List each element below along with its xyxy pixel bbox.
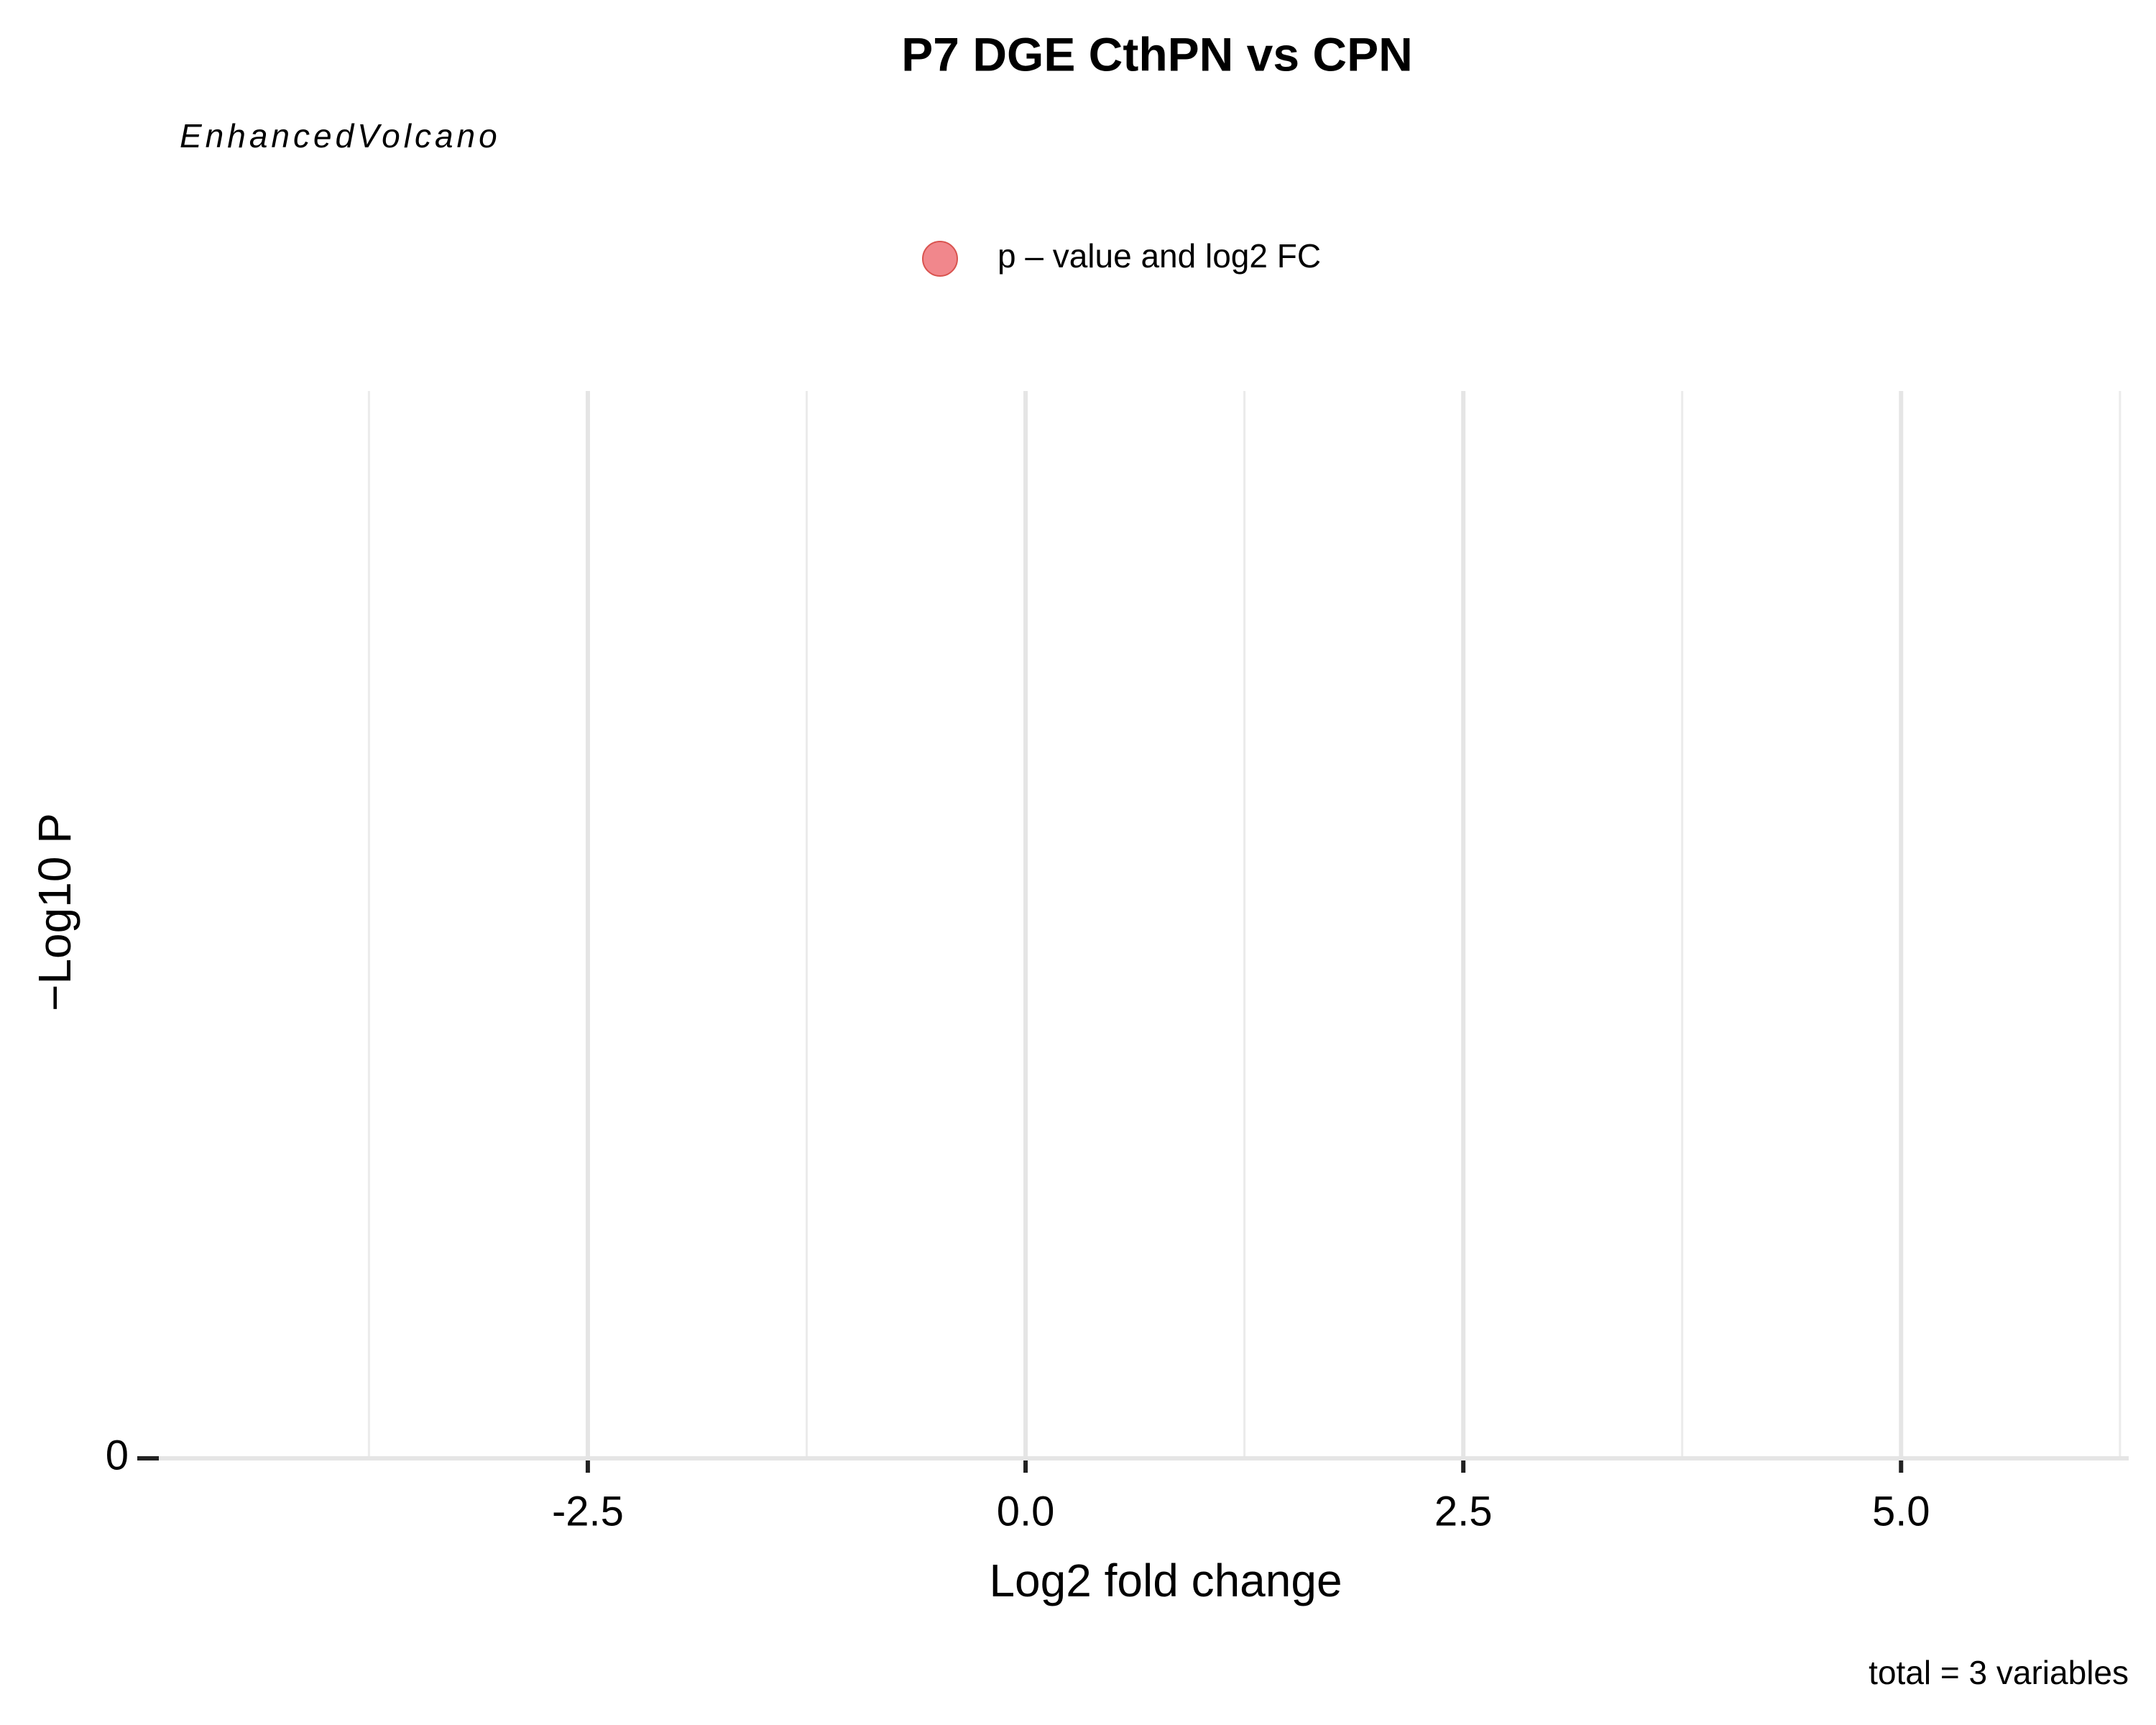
legend-label: p – value and log2 FC [998,237,1321,275]
x-tick-label: 5.0 [1872,1488,1930,1535]
caption: total = 3 variables [1869,1654,2129,1691]
y-tick-label: 0 [106,1432,129,1478]
chart-subtitle: EnhancedVolcano [180,117,501,155]
x-tick-label: -2.5 [552,1488,624,1535]
legend-marker [922,241,958,277]
x-tick-label: 2.5 [1434,1488,1493,1535]
chart-title: P7 DGE CthPN vs CPN [901,27,1413,80]
y-axis-title: −Log10 P [29,813,80,1011]
x-axis-title: Log2 fold change [989,1555,1342,1606]
x-tick-label: 0.0 [997,1488,1055,1535]
